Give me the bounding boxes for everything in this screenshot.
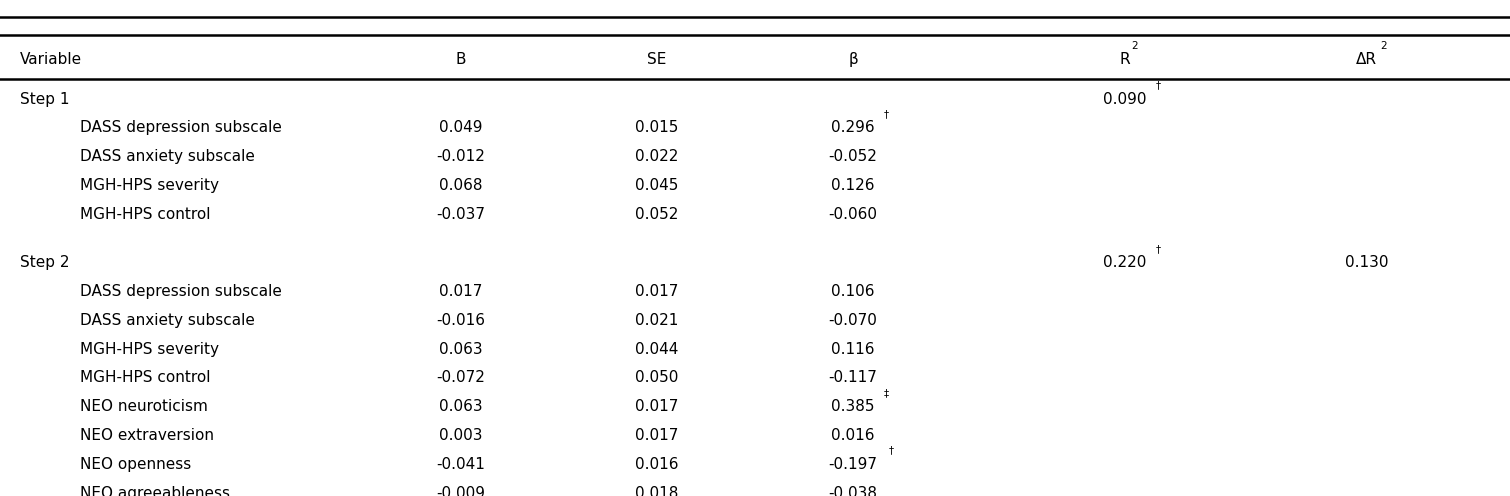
Text: -0.070: -0.070 — [829, 313, 877, 328]
Text: 0.063: 0.063 — [439, 399, 482, 414]
Text: Step 2: Step 2 — [20, 255, 69, 270]
Text: 0.050: 0.050 — [636, 371, 678, 385]
Text: -0.052: -0.052 — [829, 149, 877, 164]
Text: MGH-HPS control: MGH-HPS control — [80, 371, 210, 385]
Text: ΔR: ΔR — [1356, 52, 1377, 67]
Text: -0.060: -0.060 — [829, 207, 877, 222]
Text: -0.072: -0.072 — [436, 371, 485, 385]
Text: 0.044: 0.044 — [636, 342, 678, 357]
Text: 0.022: 0.022 — [636, 149, 678, 164]
Text: 0.130: 0.130 — [1345, 255, 1388, 270]
Text: -0.012: -0.012 — [436, 149, 485, 164]
Text: ‡: ‡ — [883, 388, 889, 398]
Text: †: † — [883, 109, 889, 119]
Text: -0.041: -0.041 — [436, 457, 485, 472]
Text: -0.037: -0.037 — [436, 207, 485, 222]
Text: 2: 2 — [1131, 41, 1139, 51]
Text: Variable: Variable — [20, 52, 82, 67]
Text: NEO neuroticism: NEO neuroticism — [80, 399, 208, 414]
Text: 0.017: 0.017 — [636, 428, 678, 443]
Text: 0.016: 0.016 — [636, 457, 678, 472]
Text: Step 1: Step 1 — [20, 92, 69, 107]
Text: 0.018: 0.018 — [636, 486, 678, 496]
Text: 0.385: 0.385 — [832, 399, 874, 414]
Text: DASS anxiety subscale: DASS anxiety subscale — [80, 149, 255, 164]
Text: NEO extraversion: NEO extraversion — [80, 428, 214, 443]
Text: †: † — [1155, 80, 1161, 90]
Text: NEO openness: NEO openness — [80, 457, 192, 472]
Text: 0.126: 0.126 — [832, 178, 874, 193]
Text: DASS depression subscale: DASS depression subscale — [80, 284, 282, 299]
Text: -0.016: -0.016 — [436, 313, 485, 328]
Text: 0.063: 0.063 — [439, 342, 482, 357]
Text: †: † — [889, 445, 894, 455]
Text: -0.009: -0.009 — [436, 486, 485, 496]
Text: NEO agreeableness: NEO agreeableness — [80, 486, 230, 496]
Text: MGH-HPS severity: MGH-HPS severity — [80, 178, 219, 193]
Text: β: β — [849, 52, 858, 67]
Text: 0.045: 0.045 — [636, 178, 678, 193]
Text: 0.106: 0.106 — [832, 284, 874, 299]
Text: DASS depression subscale: DASS depression subscale — [80, 121, 282, 135]
Text: 0.017: 0.017 — [636, 399, 678, 414]
Text: DASS anxiety subscale: DASS anxiety subscale — [80, 313, 255, 328]
Text: 0.220: 0.220 — [1104, 255, 1146, 270]
Text: 0.296: 0.296 — [832, 121, 874, 135]
Text: 0.017: 0.017 — [636, 284, 678, 299]
Text: -0.117: -0.117 — [829, 371, 877, 385]
Text: 0.017: 0.017 — [439, 284, 482, 299]
Text: MGH-HPS control: MGH-HPS control — [80, 207, 210, 222]
Text: 2: 2 — [1380, 41, 1386, 51]
Text: 0.021: 0.021 — [636, 313, 678, 328]
Text: 0.015: 0.015 — [636, 121, 678, 135]
Text: -0.197: -0.197 — [829, 457, 877, 472]
Text: 0.090: 0.090 — [1104, 92, 1146, 107]
Text: 0.068: 0.068 — [439, 178, 482, 193]
Text: B: B — [456, 52, 465, 67]
Text: SE: SE — [648, 52, 666, 67]
Text: -0.038: -0.038 — [829, 486, 877, 496]
Text: MGH-HPS severity: MGH-HPS severity — [80, 342, 219, 357]
Text: 0.049: 0.049 — [439, 121, 482, 135]
Text: R: R — [1119, 52, 1131, 67]
Text: 0.003: 0.003 — [439, 428, 482, 443]
Text: 0.116: 0.116 — [832, 342, 874, 357]
Text: 0.052: 0.052 — [636, 207, 678, 222]
Text: †: † — [1155, 244, 1161, 254]
Text: 0.016: 0.016 — [832, 428, 874, 443]
